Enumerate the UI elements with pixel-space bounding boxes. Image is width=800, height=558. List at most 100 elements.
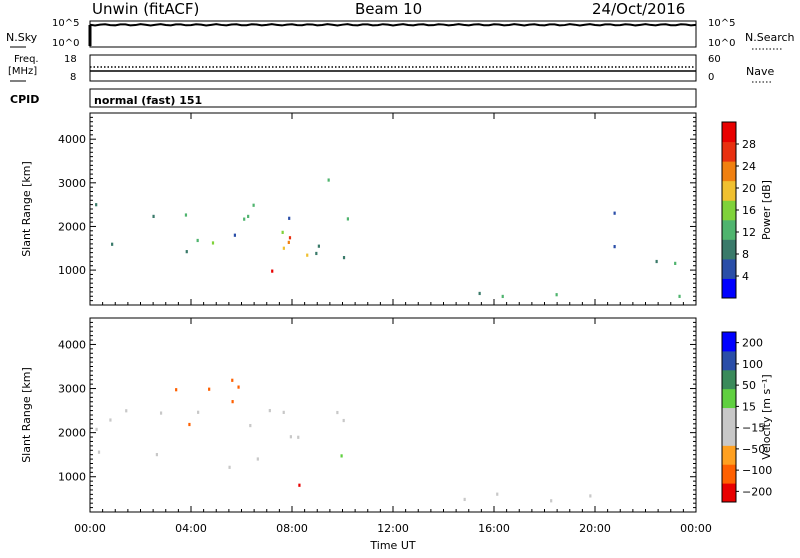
echo-cell: [496, 492, 499, 496]
echo-cell: [184, 213, 188, 217]
echo-cell: [346, 217, 349, 221]
colorbar-tick-label: 28: [742, 138, 756, 151]
echo-cell: [95, 427, 98, 432]
colorbar-swatch: [722, 180, 736, 201]
range-time-panel-0: [95, 178, 681, 299]
colorbar-swatch: [722, 369, 736, 390]
echo-cell: [243, 217, 246, 221]
echo-cell: [175, 388, 178, 392]
freq-panel-frame: [89, 54, 697, 82]
colorbar-tick-label: 4: [742, 270, 749, 283]
y-tick-label: 3000: [58, 383, 86, 396]
echo-cell: [327, 178, 330, 182]
y-tick-label: 1000: [58, 471, 86, 484]
x-tick-label: 16:00: [478, 522, 510, 535]
colorbar-swatch: [722, 122, 736, 143]
echo-cell: [152, 214, 155, 219]
echo-cell: [289, 435, 292, 439]
colorbar-swatch: [722, 239, 736, 260]
echo-cell: [336, 410, 339, 415]
x-tick-label: 04:00: [175, 522, 207, 535]
y-axis-label: Slant Range [km]: [20, 161, 33, 257]
y-tick-label: 2000: [58, 220, 86, 233]
colorbar-swatch: [722, 278, 736, 299]
echo-cell: [249, 423, 252, 428]
x-tick-label: 20:00: [579, 522, 611, 535]
x-axis-label: Time UT: [369, 539, 415, 552]
echo-cell: [282, 410, 285, 414]
panel-frame-0: [89, 112, 697, 306]
echo-cell: [463, 497, 466, 502]
echo-cell: [288, 216, 291, 220]
colorbar-tick-label: 100: [742, 358, 763, 371]
range-time-panel-1: [95, 378, 592, 503]
colorbar-tick-label: −15: [742, 422, 765, 435]
colorbar-tick-label: 20: [742, 182, 756, 195]
echo-cell: [231, 378, 234, 382]
echo-cell: [155, 453, 159, 457]
echo-cell: [655, 259, 658, 264]
colorbar-swatch: [722, 258, 736, 279]
echo-cell: [288, 236, 292, 240]
echo-cell: [674, 261, 677, 265]
y-tick-label: 1000: [58, 264, 86, 277]
colorbar-tick-label: 50: [742, 379, 756, 392]
echo-cell: [111, 242, 114, 246]
colorbar-swatch: [722, 388, 736, 409]
echo-cell: [233, 233, 237, 237]
colorbar-tick-label: 24: [742, 160, 756, 173]
echo-cell: [237, 385, 240, 389]
cpid-value: normal (fast) 151: [94, 94, 203, 107]
noise-left-tick-top: 10^5: [52, 18, 80, 29]
colorbar-swatch: [722, 332, 736, 352]
x-tick-label: 12:00: [377, 522, 409, 535]
cpid-panel-frame: [89, 88, 697, 108]
echo-cell: [268, 408, 271, 413]
panel-frame-1: [89, 317, 697, 513]
colorbar-tick-label: 15: [742, 400, 756, 413]
echo-cell: [298, 483, 301, 487]
echo-cell: [185, 250, 188, 254]
echo-cell: [228, 465, 231, 469]
colorbar-frame: [721, 331, 737, 503]
echo-cell: [231, 400, 234, 404]
echo-cell: [196, 238, 199, 243]
echo-cell: [281, 230, 284, 234]
nave-tick-top: 60: [708, 54, 721, 65]
noise-sky-trace: [89, 23, 697, 27]
echo-cell: [97, 450, 101, 454]
echo-cell: [317, 244, 320, 248]
nave-label: Nave: [746, 65, 775, 78]
colorbar-swatch: [722, 464, 736, 484]
echo-cell: [306, 253, 309, 257]
echo-cell: [208, 387, 211, 391]
beam-title: Beam 10: [355, 0, 423, 18]
colorbar-tick-label: 8: [742, 248, 749, 261]
echo-cell: [589, 494, 592, 498]
colorbar-swatch: [722, 141, 736, 162]
freq-tick-top: 18: [64, 54, 77, 65]
echo-cell: [125, 409, 128, 413]
colorbar-tick-label: 200: [742, 337, 763, 350]
nsearch-label: N.Search: [745, 31, 795, 44]
colorbar-swatch: [722, 350, 736, 371]
echo-cell: [340, 454, 343, 458]
colorbar-label: Power [dB]: [760, 180, 773, 240]
x-tick-label: 08:00: [276, 522, 308, 535]
echo-cell: [613, 245, 616, 249]
colorbar-swatch: [722, 200, 736, 221]
echo-cell: [478, 291, 481, 296]
colorbar-label: Velocity [m s⁻¹]: [760, 374, 773, 459]
echo-cell: [197, 410, 200, 414]
echo-cell: [550, 499, 553, 503]
colorbar-tick-label: 16: [742, 204, 756, 217]
echo-cell: [256, 457, 259, 461]
echo-cell: [678, 294, 681, 298]
echo-cell: [95, 203, 98, 207]
x-tick-label: 00:00: [680, 522, 712, 535]
echo-cell: [109, 418, 112, 422]
nsky-label: N.Sky: [6, 31, 38, 44]
colorbar-swatch: [722, 426, 736, 446]
y-axis-label: Slant Range [km]: [20, 367, 33, 463]
